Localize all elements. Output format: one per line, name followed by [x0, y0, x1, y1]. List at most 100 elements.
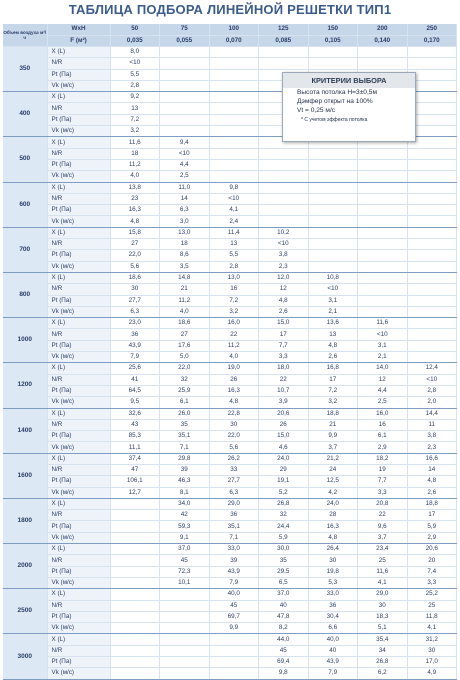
empty-cell	[407, 148, 457, 160]
cell: 4,4	[357, 385, 408, 398]
cell: 24	[308, 464, 358, 477]
cell: 40	[308, 645, 358, 658]
cell: 25,6	[110, 362, 160, 375]
empty-cell	[110, 554, 160, 567]
cell: 21,2	[308, 453, 358, 465]
volume: 800	[3, 272, 48, 319]
empty-cell	[209, 80, 259, 93]
cell: 43	[110, 419, 160, 432]
param-label: N/R	[47, 283, 111, 296]
empty-cell	[407, 204, 457, 217]
cell: 6,2	[357, 667, 408, 680]
cell: 2,8	[209, 261, 259, 273]
cell: 14	[159, 193, 210, 206]
cell: 16,8	[308, 362, 358, 375]
cell: 42	[159, 509, 210, 522]
empty-cell	[159, 57, 210, 70]
empty-cell	[159, 667, 210, 680]
empty-cell	[308, 249, 358, 262]
cell: 30,4	[308, 611, 358, 624]
cell: 12,4	[407, 362, 457, 375]
cell: 35,4	[357, 633, 408, 646]
empty-cell	[159, 46, 210, 59]
cell: 26,4	[308, 543, 358, 556]
cell: 3,8	[407, 430, 457, 443]
empty-cell	[258, 170, 309, 183]
cell: 29,5	[258, 566, 309, 578]
cell: 11,8	[407, 611, 457, 624]
empty-cell	[110, 667, 160, 680]
param-label: X (L)	[47, 317, 111, 330]
cell: 6,3	[209, 487, 259, 499]
empty-cell	[110, 509, 160, 522]
data-row: N/R 30 21 16 12 <10	[3, 283, 457, 296]
empty-cell	[110, 543, 160, 556]
cell: 72,3	[159, 566, 210, 578]
cell: 22,0	[159, 362, 210, 375]
cell: 13,0	[159, 227, 210, 240]
cell: 14	[407, 464, 457, 477]
empty-cell	[159, 125, 210, 138]
empty-cell	[209, 136, 259, 149]
cell: 37,4	[110, 453, 160, 465]
cell: 10,7	[258, 385, 309, 398]
empty-cell	[357, 182, 408, 194]
cell: 11,0	[159, 182, 210, 194]
cell: 2,8	[110, 80, 160, 93]
size: 150	[308, 24, 358, 36]
cell: 3,3	[407, 577, 457, 590]
cell: 15,0	[258, 317, 309, 330]
cell: 21	[159, 283, 210, 296]
area: 0,055	[159, 35, 210, 47]
cell: 22,0	[209, 430, 259, 443]
empty-cell	[209, 91, 259, 104]
empty-cell	[258, 193, 309, 206]
empty-cell	[159, 622, 210, 635]
empty-cell	[407, 249, 457, 262]
volume: 500	[3, 136, 48, 183]
empty-cell	[357, 227, 408, 240]
cell: 14,4	[407, 408, 457, 420]
cell: 13	[209, 238, 259, 251]
cell: 17,0	[407, 656, 457, 669]
empty-cell	[209, 69, 259, 81]
cell: 26,8	[357, 656, 408, 669]
cell: 6,3	[159, 204, 210, 217]
cell: 6,1	[159, 396, 210, 409]
cell: 35	[159, 419, 210, 432]
param-label: N/R	[47, 554, 111, 567]
data-row: Pt (Па) 69,4 43,9 26,8 17,0	[3, 656, 457, 669]
empty-cell	[159, 69, 210, 81]
cell: 12,0	[258, 272, 309, 285]
param-label: Vk (м/с)	[47, 577, 111, 590]
volume: 350	[3, 46, 48, 93]
cell: 7,9	[110, 351, 160, 364]
cell: 13,8	[110, 182, 160, 194]
cell: 7,9	[308, 667, 358, 680]
data-row: N/R 18 <10	[3, 148, 457, 160]
cell: 7,1	[209, 532, 259, 545]
cell: 10,8	[308, 272, 358, 285]
param-label: Vk (м/с)	[47, 441, 111, 454]
data-row: Pt (Па) 64,5 25,9 16,3 10,7 7,2 4,4 2,8	[3, 385, 457, 398]
cell: 9,8	[209, 182, 259, 194]
cell: 32	[258, 509, 309, 522]
cell: 34,0	[159, 498, 210, 511]
data-row: Vk (м/с) 6,3 4,0 3,2 2,6 2,1	[3, 306, 457, 319]
data-row: N/R 47 39 33 29 24 19 14	[3, 464, 457, 477]
param-label: Vk (м/с)	[47, 622, 111, 635]
cell: 11,6	[357, 317, 408, 330]
empty-cell	[159, 588, 210, 601]
data-row: 500 X (L) 11,6 9,4	[3, 136, 457, 183]
cell: 5,6	[209, 441, 259, 454]
empty-cell	[407, 215, 457, 228]
cell: 4,8	[209, 396, 259, 409]
param-label: X (L)	[47, 46, 111, 59]
data-row: Pt (Па) 59,3 35,1 24,4 16,3 9,6 5,9	[3, 520, 457, 533]
cell: 27	[159, 328, 210, 341]
cell: 25	[357, 554, 408, 567]
cell: 43,9	[308, 656, 358, 669]
cell: 13	[110, 102, 160, 115]
cell: 27,7	[110, 295, 160, 307]
cell: 22	[357, 509, 408, 522]
